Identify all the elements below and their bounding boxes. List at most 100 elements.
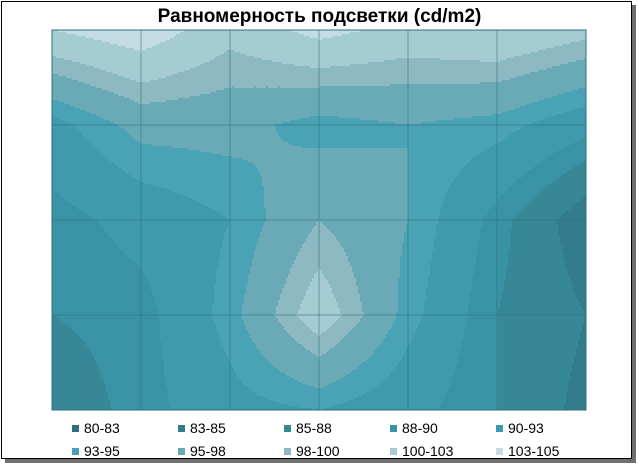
contour-cell <box>198 50 201 53</box>
contour-cell <box>576 54 579 57</box>
contour-cell <box>382 40 385 43</box>
contour-cell <box>96 58 99 61</box>
contour-cell <box>64 62 67 65</box>
contour-cell <box>150 36 153 39</box>
contour-cell <box>146 30 149 33</box>
contour-cell <box>168 30 171 33</box>
contour-cell <box>286 50 289 53</box>
contour-cell <box>170 64 173 67</box>
contour-cell <box>110 34 113 37</box>
contour-cell <box>408 62 411 65</box>
contour-cell <box>280 32 283 35</box>
contour-cell <box>238 32 241 35</box>
contour-cell <box>360 52 363 55</box>
contour-cell <box>180 40 183 43</box>
contour-cell <box>58 40 61 43</box>
contour-cell <box>192 42 195 45</box>
contour-cell <box>478 48 481 51</box>
contour-cell <box>248 40 251 43</box>
contour-cell <box>60 66 63 69</box>
contour-cell <box>508 62 511 65</box>
contour-cell <box>246 42 249 45</box>
contour-cell <box>58 56 61 59</box>
contour-cell <box>344 56 347 59</box>
contour-cell <box>164 50 167 53</box>
contour-cell <box>518 40 521 43</box>
contour-cell <box>402 30 405 33</box>
contour-cell <box>410 30 413 33</box>
contour-cell <box>340 38 343 41</box>
contour-cell <box>438 54 441 57</box>
contour-cell <box>432 62 435 65</box>
contour-cell <box>384 66 387 69</box>
contour-cell <box>262 42 265 45</box>
contour-cell <box>326 54 329 57</box>
contour-cell <box>370 36 373 39</box>
contour-cell <box>302 64 305 67</box>
contour-cell <box>526 36 529 39</box>
contour-cell <box>100 44 103 47</box>
contour-cell <box>410 66 413 69</box>
contour-cell <box>380 64 383 67</box>
contour-cell <box>534 48 537 51</box>
contour-cell <box>298 56 301 59</box>
contour-cell <box>162 48 165 51</box>
contour-cell <box>130 54 133 57</box>
contour-cell <box>444 46 447 49</box>
contour-cell <box>154 34 157 37</box>
contour-cell <box>134 46 137 49</box>
contour-cell <box>252 36 255 39</box>
contour-cell <box>290 34 293 37</box>
contour-cell <box>228 58 231 61</box>
contour-cell <box>312 40 315 43</box>
contour-cell <box>168 38 171 41</box>
contour-cell <box>536 42 539 45</box>
contour-cell <box>578 38 581 41</box>
contour-cell <box>550 54 553 57</box>
contour-cell <box>166 56 169 59</box>
contour-cell <box>438 38 441 41</box>
contour-cell <box>378 38 381 41</box>
contour-cell <box>220 66 223 69</box>
contour-cell <box>156 32 159 35</box>
contour-cell <box>152 52 155 55</box>
contour-cell <box>530 54 533 57</box>
contour-cell <box>366 44 369 47</box>
contour-cell <box>114 60 117 63</box>
contour-cell <box>528 36 531 39</box>
contour-cell <box>154 44 157 47</box>
contour-cell <box>216 44 219 47</box>
contour-cell <box>218 50 221 53</box>
contour-cell <box>380 48 383 51</box>
contour-cell <box>278 52 281 55</box>
contour-cell <box>408 50 411 53</box>
contour-cell <box>388 30 391 33</box>
contour-cell <box>390 50 393 53</box>
contour-cell <box>322 34 325 37</box>
contour-cell <box>354 46 357 49</box>
contour-cell <box>326 62 329 65</box>
contour-cell <box>280 58 283 61</box>
contour-cell <box>78 50 81 53</box>
contour-cell <box>572 44 575 47</box>
contour-cell <box>164 30 167 33</box>
contour-cell <box>120 58 123 61</box>
contour-cell <box>68 52 71 55</box>
contour-cell <box>422 52 425 55</box>
contour-cell <box>164 60 167 63</box>
contour-cell <box>452 52 455 55</box>
contour-cell <box>444 48 447 51</box>
contour-cell <box>576 56 579 59</box>
contour-cell <box>444 62 447 65</box>
contour-cell <box>342 54 345 57</box>
contour-cell <box>408 66 411 69</box>
contour-cell <box>380 34 383 37</box>
contour-cell <box>388 44 391 47</box>
contour-cell <box>550 30 553 33</box>
contour-cell <box>396 62 399 65</box>
contour-cell <box>556 34 559 37</box>
contour-cell <box>210 50 213 53</box>
contour-cell <box>448 40 451 43</box>
contour-cell <box>370 48 373 51</box>
contour-cell <box>184 56 187 59</box>
